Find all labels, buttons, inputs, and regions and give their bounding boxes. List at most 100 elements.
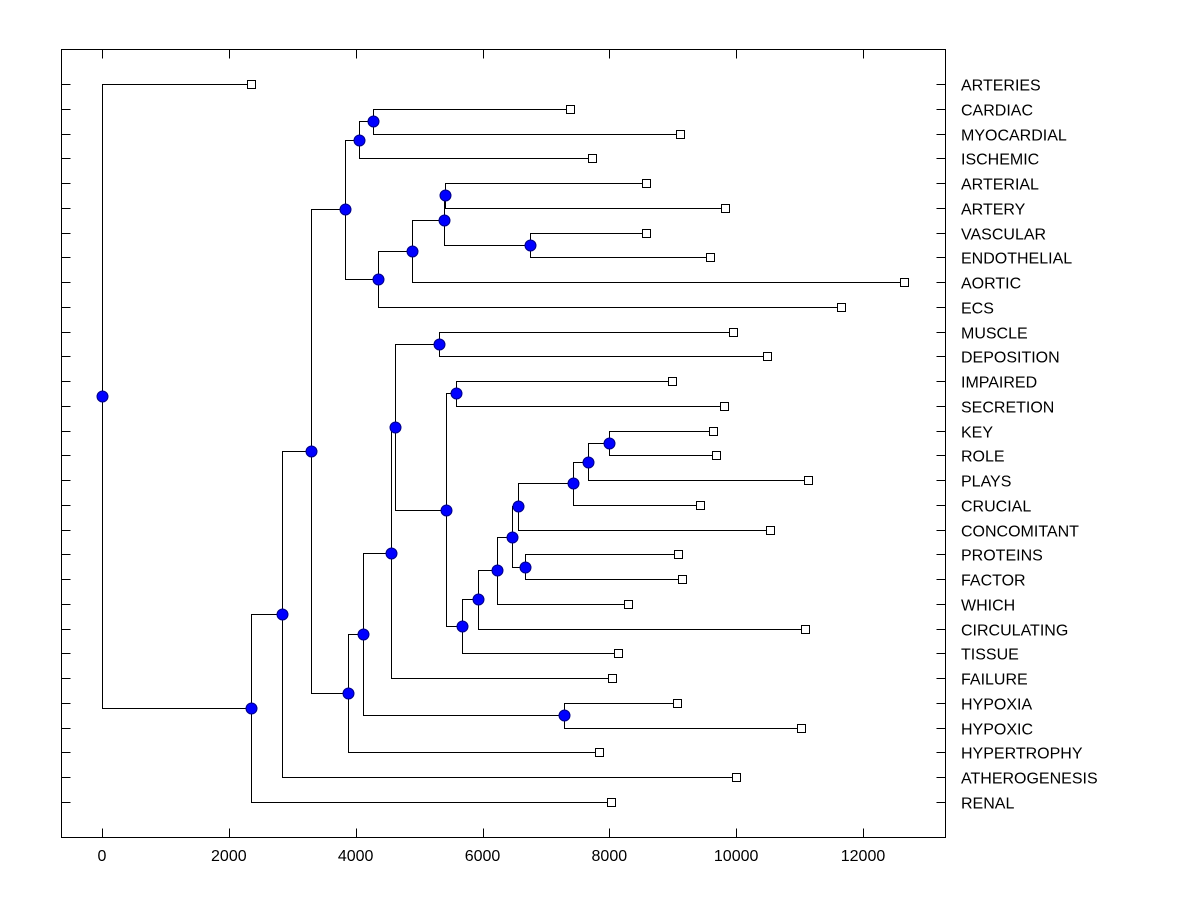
leaf-label: CIRCULATING [961, 623, 1068, 640]
dendrogram-link [518, 506, 771, 531]
leaf-marker [678, 575, 687, 584]
x-tick-labels: 0 2000 4000 6000 8000 10000 12000 [98, 848, 886, 865]
dendrogram-link [282, 451, 312, 615]
plot-frame [61, 49, 946, 838]
cluster-node [305, 445, 318, 458]
leaf-marker [696, 501, 705, 510]
leaf-marker [624, 600, 633, 609]
leaf-marker [642, 179, 651, 188]
cluster-node [491, 564, 504, 577]
dendrogram-link [363, 634, 565, 716]
dendrogram-link [446, 393, 457, 511]
cluster-node [567, 477, 580, 490]
dendrogram-link [439, 332, 734, 345]
dendrogram-link [395, 427, 447, 511]
dendrogram-link [378, 251, 413, 280]
dendrogram-link [525, 554, 679, 568]
cluster-node [372, 273, 385, 286]
leaf-label: MYOCARDIAL [961, 128, 1067, 145]
dendrogram-link [478, 599, 806, 630]
leaf-labels: ARTERIES CARDIAC MYOCARDIAL ISCHEMIC ARTERIA… [961, 78, 1098, 813]
leaf-label: ECS [961, 301, 994, 318]
leaf-marker [642, 229, 651, 238]
dendrogram-link [564, 703, 678, 716]
cluster-node [339, 203, 352, 216]
dendrogram-link [525, 567, 683, 580]
dendrogram-link [439, 344, 768, 357]
dendrogram-link [251, 708, 612, 803]
leaf-label: SECRETION [961, 400, 1054, 417]
dendrogram-link [573, 483, 701, 506]
x-tick-label: 10000 [714, 848, 759, 865]
leaf-label: PLAYS [961, 474, 1011, 491]
leaf-label: HYPOXIC [961, 722, 1033, 739]
x-tick-label: 4000 [338, 848, 374, 865]
leaf-marker [763, 352, 772, 361]
axis-ticks [61, 49, 946, 838]
cluster-node [406, 245, 419, 258]
dendrogram-link [412, 251, 905, 283]
leaf-marker [595, 748, 604, 757]
leaf-marker [797, 724, 806, 733]
internal-nodes [96, 115, 616, 722]
dendrogram-link [497, 570, 629, 605]
leaf-label: MUSCLE [961, 326, 1028, 343]
dendrogram-link [311, 209, 346, 452]
dendrogram-link [445, 195, 726, 209]
cluster-node [389, 421, 402, 434]
leaf-label: IMPAIRED [961, 375, 1037, 392]
cluster-node [519, 561, 532, 574]
leaf-marker [566, 105, 575, 114]
dendrogram-link [444, 220, 531, 246]
dendrogram-link [348, 693, 600, 753]
dendrogram-link [395, 344, 440, 428]
leaf-label: WHICH [961, 598, 1015, 615]
leaf-label: ATHEROGENESIS [961, 771, 1098, 788]
leaf-marker [900, 278, 909, 287]
x-tick-label: 2000 [211, 848, 247, 865]
leaf-marker [709, 427, 718, 436]
leaf-label: DEPOSITION [961, 350, 1060, 367]
dendrogram-link [456, 393, 725, 407]
leaf-marker [674, 550, 683, 559]
leaf-marker [766, 526, 775, 535]
cluster-node [433, 338, 446, 351]
leaf-label: HYPOXIA [961, 697, 1032, 714]
leaf-marker [614, 649, 623, 658]
dendrogram-link [530, 245, 711, 258]
cluster-node [276, 608, 289, 621]
cluster-node [367, 115, 380, 128]
dendrogram-link [373, 109, 571, 122]
dendrogram-link [378, 279, 842, 308]
x-tick-label: 8000 [592, 848, 628, 865]
leaf-marker [837, 303, 846, 312]
cluster-node [342, 687, 355, 700]
dendrogram-link [530, 233, 647, 246]
cluster-node [450, 387, 463, 400]
leaf-label: FACTOR [961, 573, 1026, 590]
dendrogram-link [345, 140, 360, 210]
leaf-label: PROTEINS [961, 548, 1043, 565]
cluster-node [385, 547, 398, 560]
leaf-marker [247, 80, 256, 89]
dendrogram-link [609, 431, 714, 444]
leaf-label: HYPERTROPHY [961, 746, 1083, 763]
leaf-marker [721, 204, 730, 213]
dendrogram-link [478, 570, 498, 600]
x-tick-label: 12000 [841, 848, 886, 865]
dendrogram-link [373, 121, 681, 135]
dendrogram-link [102, 396, 252, 709]
leaf-marker [607, 798, 616, 807]
dendrogram-link [446, 510, 463, 627]
leaf-label: TISSUE [961, 647, 1019, 664]
leaf-marker [668, 377, 677, 386]
dendrogram-link [251, 614, 283, 709]
x-tick-label: 0 [98, 848, 107, 865]
leaf-marker [706, 253, 715, 262]
cluster-node [558, 709, 571, 722]
dendrogram-link [412, 220, 445, 252]
leaf-label: CONCOMITANT [961, 524, 1079, 541]
leaf-label: ISCHEMIC [961, 152, 1039, 169]
dendrogram-link [102, 84, 252, 397]
cluster-node [524, 239, 537, 252]
